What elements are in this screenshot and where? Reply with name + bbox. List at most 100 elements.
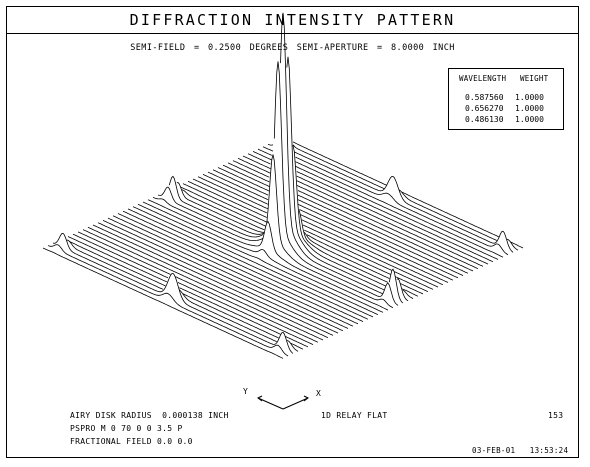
surface-trace xyxy=(42,247,284,359)
surface-trace xyxy=(290,342,304,350)
surface-trace xyxy=(292,144,385,189)
title-divider xyxy=(6,33,579,34)
page-number: 153 xyxy=(548,411,564,420)
surface-trace xyxy=(177,282,314,345)
surface-trace xyxy=(227,162,270,183)
surface-trace xyxy=(137,203,379,316)
surface-trace xyxy=(295,166,499,260)
surface-trace xyxy=(262,146,274,152)
surface-trace xyxy=(401,288,419,297)
pspro-settings: PSPRO M 0 70 0 0 3.5 P xyxy=(70,424,183,433)
surface-trace xyxy=(182,183,267,223)
surface-trace xyxy=(306,234,391,275)
surface-trace xyxy=(66,239,164,290)
surface-trace xyxy=(286,56,385,291)
surface-trace xyxy=(302,224,439,288)
surface-trace xyxy=(506,238,519,251)
legend-wavelength: 0.587560 xyxy=(465,93,504,102)
surface-trace xyxy=(400,283,424,295)
surface-trace xyxy=(266,154,394,309)
surface-trace xyxy=(304,229,392,271)
surface-trace xyxy=(232,160,270,178)
surface-trace xyxy=(92,224,334,336)
surface-trace xyxy=(296,175,489,265)
surface-trace xyxy=(297,203,459,279)
surface-trace xyxy=(187,180,267,218)
surface-trace xyxy=(197,176,269,210)
x-axis-arrow xyxy=(282,397,309,410)
plot-subtitle: SEMI-FIELD = 0.2500 DEGREES SEMI-APERTUR… xyxy=(130,43,455,53)
surface-trace xyxy=(181,189,265,230)
legend-wavelength: 0.656270 xyxy=(465,104,504,113)
surface-trace xyxy=(47,244,289,357)
surface-trace xyxy=(292,145,386,287)
surface-trace xyxy=(157,186,264,238)
surface-trace xyxy=(285,336,309,348)
surface-trace xyxy=(102,220,344,332)
surface-trace xyxy=(399,189,497,241)
surface-trace xyxy=(168,175,265,235)
surface-trace xyxy=(179,289,277,343)
surface-trace xyxy=(97,222,339,334)
surface-trace xyxy=(147,199,389,311)
surface-trace xyxy=(69,241,166,287)
surface-trace xyxy=(273,61,399,306)
axis-indicator xyxy=(257,395,309,410)
surface-trace xyxy=(192,178,267,214)
x-arrow-head xyxy=(303,395,309,402)
lens-name: 1D RELAY FLAT xyxy=(321,411,388,420)
surface-trace xyxy=(296,180,484,267)
plot-frame xyxy=(6,6,579,458)
surface-trace xyxy=(242,155,271,169)
surface-trace xyxy=(280,12,384,295)
surface-trace xyxy=(401,191,500,238)
surface-trace xyxy=(301,219,444,286)
surface-trace xyxy=(257,148,272,156)
x-axis-label: X xyxy=(316,389,321,398)
surface-trace xyxy=(180,186,266,227)
surface-trace xyxy=(299,209,454,281)
surface-trace xyxy=(127,208,369,320)
surface-trace xyxy=(52,232,294,354)
surface-trace xyxy=(117,213,359,325)
page-title: DIFFRACTION INTENSITY PATTERN xyxy=(129,11,456,29)
surface-trace xyxy=(207,171,269,201)
surface-trace xyxy=(179,287,281,335)
surface-trace xyxy=(222,164,270,187)
surface-trace xyxy=(132,206,374,318)
surface-trace xyxy=(67,236,167,283)
surface-trace xyxy=(212,169,269,196)
surface-trace xyxy=(297,190,474,272)
surface-trace xyxy=(298,210,389,283)
legend-wavelength: 0.486130 xyxy=(465,115,504,124)
airy-disk-radius: AIRY DISK RADIUS 0.000138 INCH xyxy=(70,411,229,420)
surface-trace xyxy=(297,194,469,274)
surface-trace xyxy=(252,151,272,161)
surface-trace xyxy=(292,141,387,186)
surface-trace xyxy=(176,182,265,233)
surface-trace xyxy=(112,215,354,327)
surface-trace xyxy=(510,241,524,249)
surface-trace xyxy=(296,184,479,270)
surface-trace xyxy=(82,229,324,341)
surface-trace xyxy=(142,201,384,313)
surface-trace xyxy=(297,199,464,276)
surface-trace xyxy=(182,293,280,339)
surface-trace xyxy=(295,161,504,258)
y-axis-arrow xyxy=(257,397,284,410)
surface-trace xyxy=(122,210,364,322)
y-arrow-head xyxy=(257,395,263,402)
surface-mesh xyxy=(42,12,524,359)
surface-trace xyxy=(77,231,171,275)
y-axis-label: Y xyxy=(243,387,248,396)
surface-trace xyxy=(395,276,429,293)
surface-trace xyxy=(295,156,509,256)
wavelength-legend: WAVELENGTH WEIGHT 0.587560 1.0000 0.6562… xyxy=(448,68,564,130)
surface-trace xyxy=(202,174,269,205)
surface-trace xyxy=(394,271,434,290)
surface-trace xyxy=(175,276,319,343)
surface-trace xyxy=(267,144,274,146)
legend-weight: 1.0000 xyxy=(515,115,544,124)
legend-weight: 1.0000 xyxy=(515,104,544,113)
